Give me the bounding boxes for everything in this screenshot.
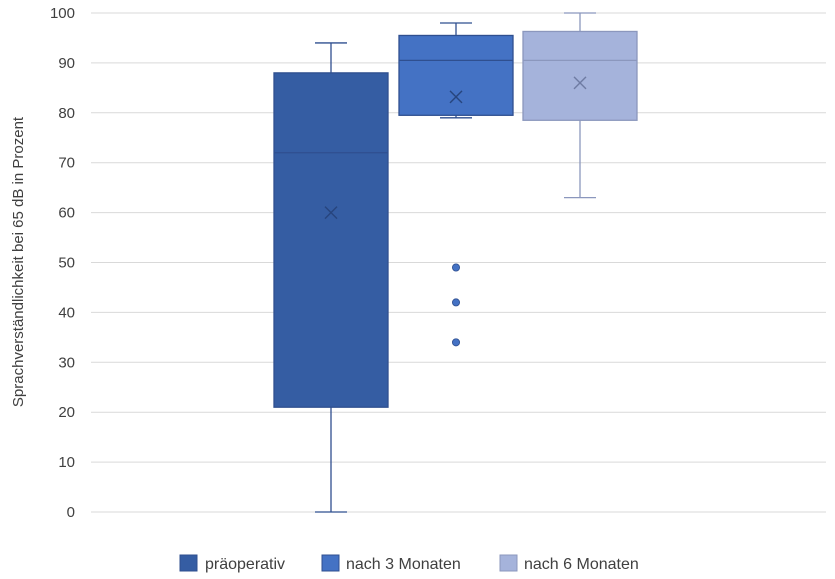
box-series <box>273 12 638 513</box>
mean-marker-b <box>573 76 587 90</box>
y-tick-label-40: 40 <box>58 304 75 321</box>
box-iqr <box>398 34 514 116</box>
y-tick-label-90: 90 <box>58 55 75 72</box>
box-group-1 <box>273 42 389 513</box>
y-tick-label-50: 50 <box>58 255 75 272</box>
y-tick-label-0: 0 <box>67 504 75 521</box>
mean-marker-b <box>324 206 338 220</box>
y-tick-label-100: 100 <box>50 5 75 22</box>
y-tick-label-30: 30 <box>58 354 75 371</box>
outlier-point-1 <box>451 263 460 272</box>
y-tick-label-10: 10 <box>58 454 75 471</box>
y-tick-label-80: 80 <box>58 105 75 122</box>
box-group-3 <box>522 12 638 199</box>
y-tick-label-70: 70 <box>58 155 75 172</box>
box-iqr <box>273 72 389 408</box>
legend-swatch-2 <box>321 554 340 572</box>
box-group-2 <box>398 22 514 347</box>
legend-swatch-3 <box>499 554 518 572</box>
legend-swatch-1 <box>179 554 198 572</box>
outlier-point-2 <box>451 298 460 307</box>
y-axis-label: Sprachverständlichkeit bei 65 dB in Proz… <box>10 116 27 407</box>
y-tick-label-20: 20 <box>58 404 75 421</box>
y-tick-label-60: 60 <box>58 205 75 222</box>
legend: präoperativ nach 3 Monaten nach 6 Monaten <box>179 554 639 573</box>
mean-marker-b <box>449 90 463 104</box>
y-axis-ticks: 0 10 20 30 40 50 60 70 80 90 100 <box>50 5 75 521</box>
legend-label-2: nach 3 Monaten <box>346 556 461 573</box>
outlier-point-3 <box>451 338 460 347</box>
box-iqr <box>522 30 638 121</box>
legend-label-3: nach 6 Monaten <box>524 556 639 573</box>
legend-label-1: präoperativ <box>205 556 285 573</box>
